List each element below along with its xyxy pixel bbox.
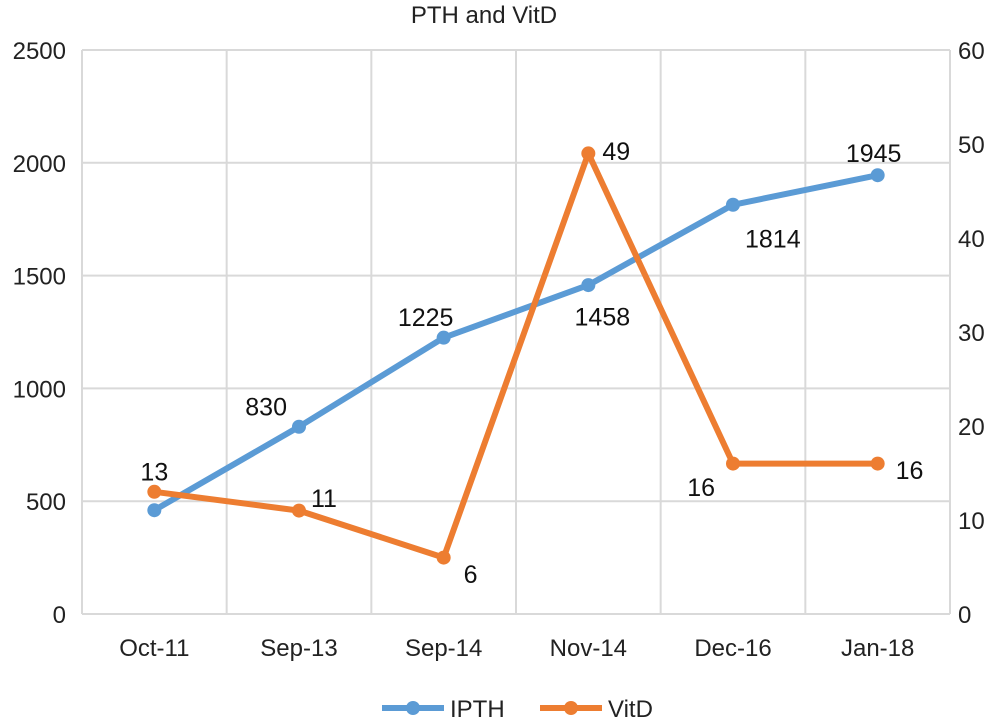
data-label-vitd: 49 (602, 138, 630, 166)
data-point-vitd (292, 503, 306, 518)
legend: IPTH VitD (382, 696, 653, 720)
data-label-ipth: 1945 (846, 140, 902, 168)
data-label-vitd: 11 (311, 485, 337, 513)
y-right-tick-label: 10 (958, 508, 985, 535)
data-label-ipth: 1458 (575, 304, 631, 332)
y-right-tick-label: 30 (958, 320, 985, 347)
data-point-ipth (147, 503, 162, 518)
data-point-ipth (870, 168, 885, 183)
data-label-vitd: 16 (687, 474, 715, 502)
legend-marker-ipth (406, 701, 420, 715)
data-label-vitd: 6 (464, 561, 478, 589)
series-lines (151, 150, 881, 561)
data-point-vitd (581, 146, 596, 161)
data-point-ipth (581, 278, 596, 293)
x-tick-label: Sep-13 (260, 635, 337, 662)
grid (81, 49, 951, 615)
axes: 0 500 1000 1500 2000 2500 0 10 20 30 40 50 60 Oct-11 S… (13, 38, 985, 662)
data-point-ipth (436, 330, 451, 345)
series-line-vitd (151, 150, 881, 561)
data-point-ipth (292, 419, 306, 434)
chart-title: PTH and VitD (411, 2, 557, 29)
y-right-tick-label: 20 (958, 414, 985, 441)
x-tick-label: Sep-14 (405, 635, 482, 662)
series-points (147, 146, 885, 565)
y-right-tick-label: 40 (958, 226, 985, 253)
data-label-ipth: 1814 (745, 225, 801, 253)
x-tick-label: Dec-16 (694, 635, 771, 662)
legend-marker-vitd (564, 701, 578, 715)
legend-label-vitd: VitD (608, 696, 653, 720)
data-label-vitd: 16 (896, 457, 924, 485)
data-point-ipth (726, 197, 740, 212)
data-point-vitd (870, 456, 885, 471)
y-left-tick-label: 0 (53, 602, 66, 629)
series-line-ipth (151, 172, 881, 514)
y-left-tick-label: 500 (26, 489, 66, 516)
y-left-tick-label: 2000 (13, 151, 66, 178)
y-right-tick-label: 60 (958, 38, 985, 65)
y-left-tick-label: 1500 (13, 264, 66, 291)
data-label-ipth: 1225 (398, 304, 454, 332)
data-labels: 830 1225 1458 1814 1945 13 11 6 49 16 16 (140, 138, 923, 589)
data-label-ipth: 830 (245, 393, 287, 421)
legend-label-ipth: IPTH (450, 696, 505, 720)
data-point-vitd (147, 484, 162, 499)
data-point-vitd (726, 456, 740, 471)
y-right-tick-label: 50 (958, 132, 985, 159)
data-label-vitd: 13 (140, 458, 168, 486)
y-left-tick-label: 1000 (13, 376, 66, 403)
y-left-tick-label: 2500 (13, 38, 66, 65)
x-tick-label: Nov-14 (550, 635, 627, 662)
data-point-vitd (436, 550, 451, 565)
y-right-tick-label: 0 (958, 602, 971, 629)
x-tick-label: Oct-11 (119, 635, 189, 662)
x-tick-label: Jan-18 (841, 635, 914, 662)
